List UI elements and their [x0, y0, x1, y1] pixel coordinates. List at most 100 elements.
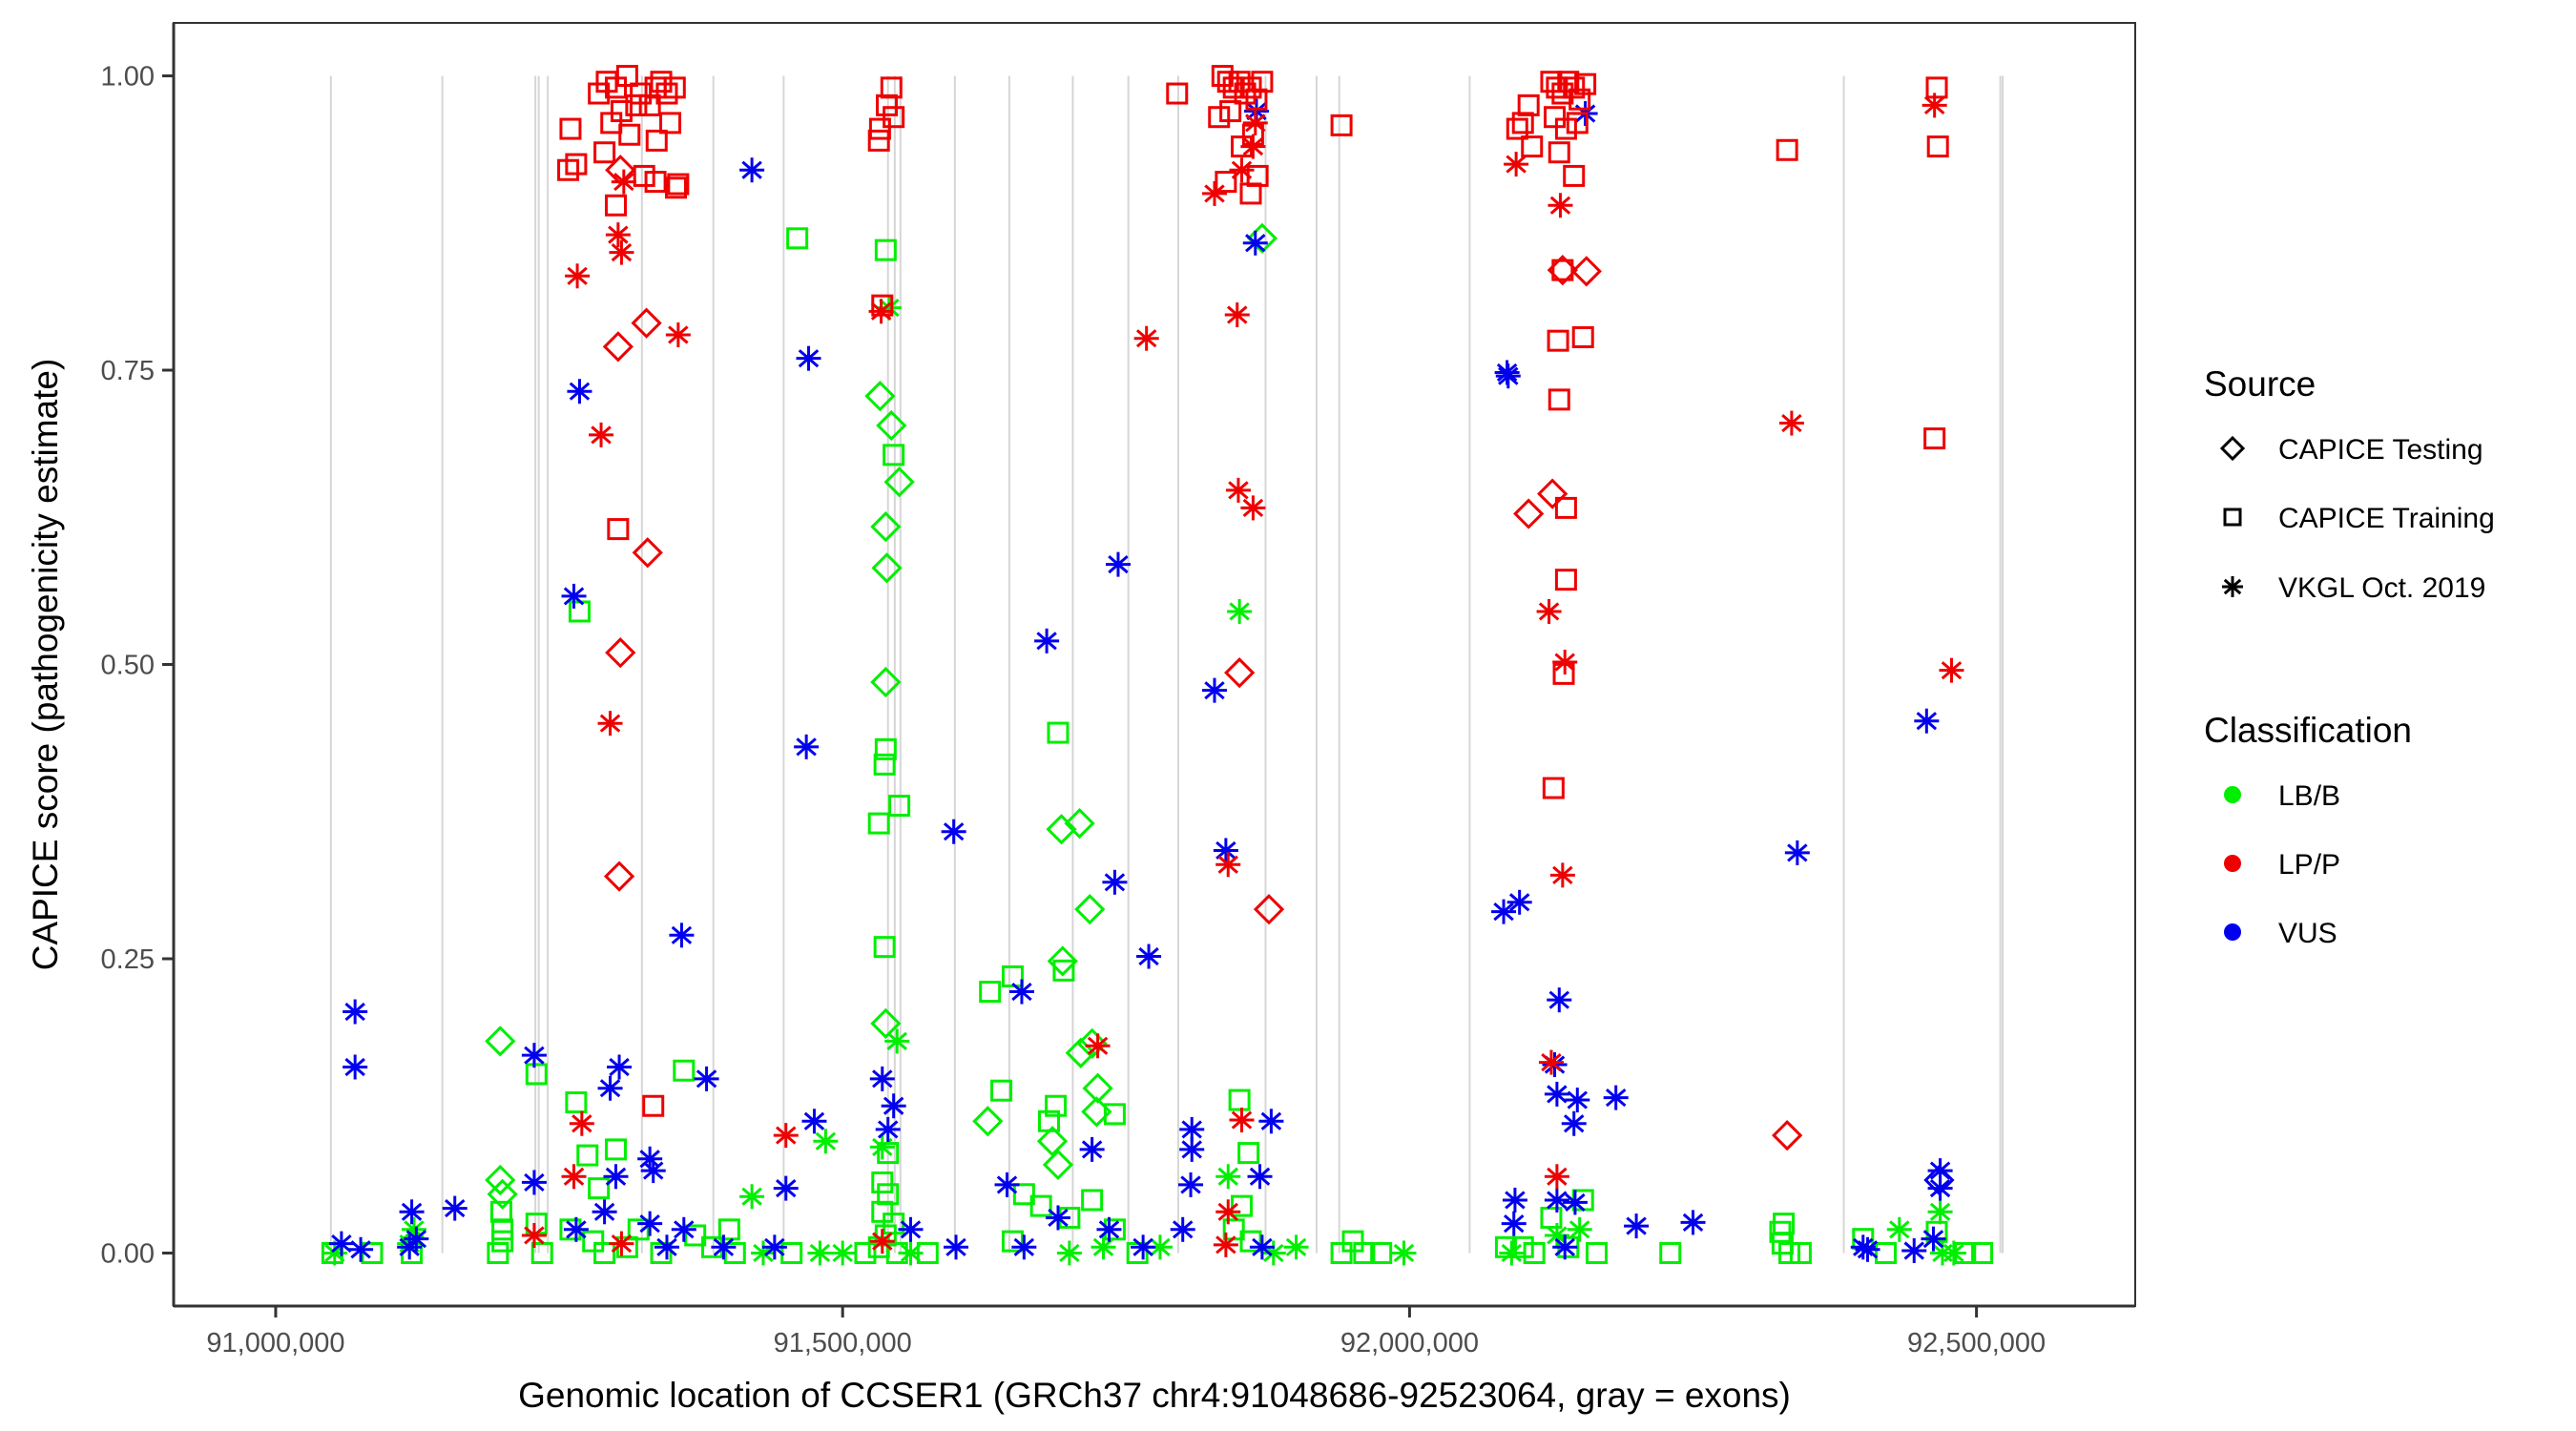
- point-asterisk: [328, 1231, 354, 1256]
- point-square: [1521, 135, 1544, 158]
- point-square: [1563, 76, 1586, 99]
- point-square: [1081, 1189, 1104, 1212]
- point-square: [582, 1230, 605, 1253]
- point-square: [871, 1200, 894, 1223]
- point-square: [1659, 1241, 1682, 1264]
- point-asterisk: [794, 734, 820, 759]
- point-square: [633, 164, 655, 187]
- point-asterisk: [773, 1123, 799, 1149]
- point-asterisk: [1927, 1199, 1953, 1225]
- point-diamond: [1547, 255, 1578, 286]
- point-asterisk: [1131, 1234, 1156, 1260]
- point-square: [557, 158, 580, 181]
- point-asterisk: [561, 583, 587, 609]
- point-square: [600, 112, 623, 135]
- point-square: [664, 176, 687, 199]
- point-diamond: [883, 467, 915, 498]
- legend-class-label: LP/P: [2278, 849, 2340, 881]
- point-square: [1546, 76, 1568, 99]
- point-asterisk: [397, 1234, 423, 1260]
- point-square: [1566, 112, 1589, 135]
- point-asterisk: [1224, 302, 1250, 328]
- point-square: [1544, 106, 1567, 129]
- axes: 91,000,000 91,500,000 92,000,000 92,500,000…: [101, 23, 2135, 1358]
- point-asterisk: [589, 422, 614, 447]
- point-square: [361, 1241, 384, 1264]
- point-asterisk: [563, 1216, 589, 1242]
- point-square: [1251, 71, 1274, 93]
- point-asterisk: [1133, 325, 1159, 351]
- point-asterisk: [796, 345, 821, 371]
- point-square: [625, 93, 648, 116]
- point-square: [667, 173, 690, 196]
- legend-classification-title: Classification: [2204, 711, 2412, 750]
- point-square: [1237, 1142, 1260, 1165]
- point-square: [559, 117, 582, 140]
- point-square: [876, 93, 899, 116]
- point-asterisk: [1179, 1136, 1205, 1162]
- point-square: [588, 82, 611, 105]
- point-asterisk: [994, 1172, 1020, 1197]
- point-diamond: [1772, 1119, 1803, 1151]
- point-square: [487, 1241, 509, 1264]
- point-square: [717, 1218, 740, 1241]
- point-asterisk: [869, 1066, 895, 1091]
- point-square: [565, 153, 588, 176]
- point-square: [1047, 721, 1070, 744]
- point-square: [684, 1224, 707, 1247]
- point-asterisk: [1247, 1164, 1273, 1190]
- point-asterisk: [1229, 157, 1255, 183]
- point-asterisk: [1855, 1236, 1880, 1262]
- point-asterisk: [1922, 93, 1947, 118]
- point-square: [1234, 82, 1257, 105]
- point-diamond: [1036, 1126, 1069, 1157]
- point-asterisk: [1495, 363, 1521, 389]
- point-square: [874, 238, 897, 261]
- point-square: [1954, 1241, 1977, 1264]
- point-asterisk: [561, 1164, 587, 1190]
- legend-diamond-icon: [2219, 435, 2246, 462]
- point-asterisk: [1091, 1234, 1116, 1260]
- point-asterisk: [694, 1066, 719, 1091]
- point-asterisk: [521, 1222, 547, 1248]
- point-asterisk: [869, 1229, 895, 1255]
- point-asterisk: [1213, 1232, 1238, 1257]
- point-asterisk: [1886, 1216, 1912, 1242]
- point-diamond: [602, 331, 634, 363]
- point-square: [873, 753, 896, 776]
- point-square: [867, 812, 890, 835]
- point-diamond: [1076, 1027, 1108, 1059]
- point-square: [642, 1094, 665, 1117]
- point-asterisk: [1242, 230, 1268, 256]
- point-diamond: [1046, 814, 1077, 845]
- point-square: [1239, 1230, 1262, 1253]
- legend-color-dot-icon: [2224, 923, 2241, 941]
- point-asterisk: [1283, 1234, 1309, 1260]
- point-square: [1540, 71, 1563, 93]
- point-diamond: [603, 861, 635, 892]
- point-square: [618, 123, 641, 146]
- point-square: [1925, 76, 1948, 99]
- point-square: [1554, 117, 1577, 140]
- point-square: [1926, 135, 1949, 158]
- point-square: [1517, 93, 1540, 116]
- point-asterisk: [343, 1054, 368, 1080]
- point-square: [1542, 777, 1565, 799]
- point-square: [1571, 325, 1594, 348]
- x-tick-label: 91,000,000: [206, 1328, 344, 1358]
- point-square: [1574, 73, 1597, 95]
- point-square: [1971, 1241, 1994, 1264]
- point-square: [1215, 171, 1237, 194]
- point-diamond: [1065, 1037, 1096, 1068]
- point-square: [1211, 65, 1234, 88]
- point-asterisk: [1927, 1175, 1953, 1201]
- point-asterisk: [442, 1195, 467, 1221]
- point-asterisk: [609, 239, 634, 265]
- legend-class-label: LB/B: [2278, 780, 2340, 812]
- point-asterisk: [1549, 862, 1575, 888]
- point-square: [1568, 88, 1591, 111]
- point-asterisk: [1201, 180, 1227, 206]
- point-asterisk: [1085, 1033, 1111, 1059]
- point-square: [1548, 388, 1570, 411]
- point-asterisk: [711, 1234, 737, 1260]
